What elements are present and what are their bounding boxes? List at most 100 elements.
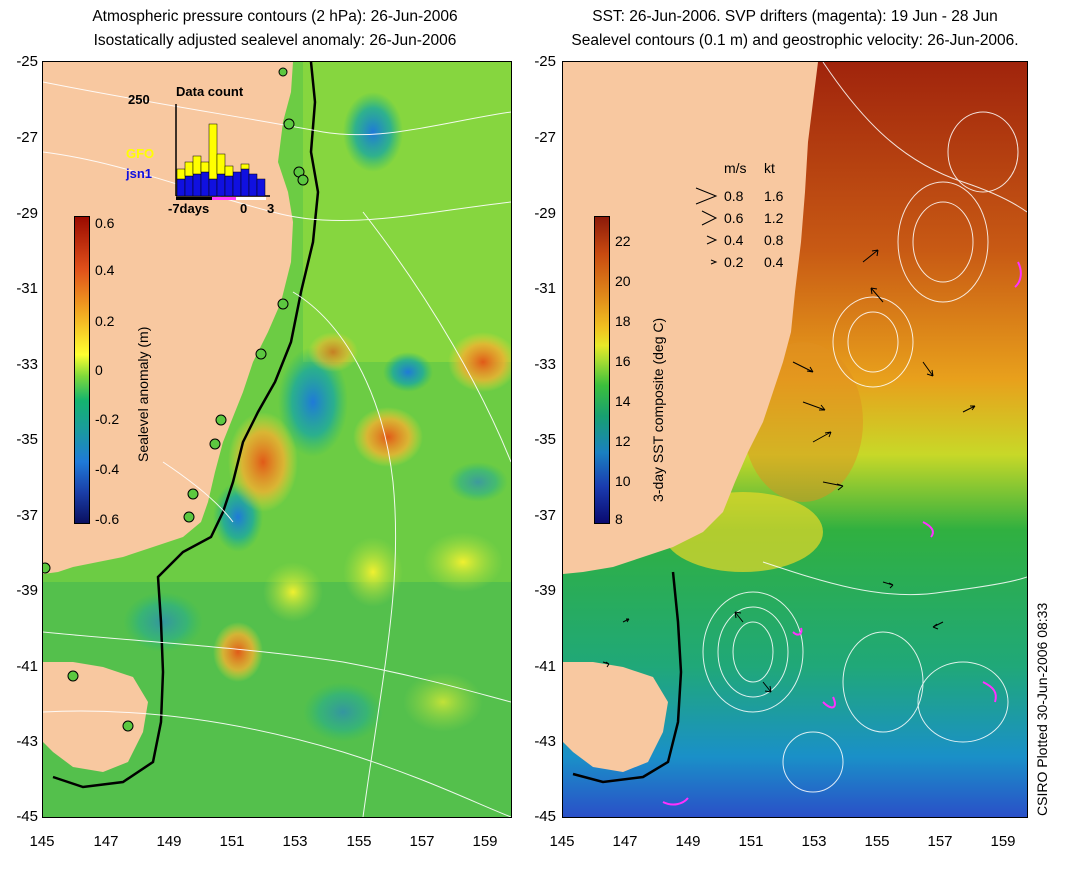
y-tick-label: -33 [534, 356, 556, 373]
anomaly-low [343, 92, 403, 172]
anomaly-high [213, 622, 263, 682]
velocity-legend-kt: 0.8 [764, 232, 784, 248]
sealevel-cbar-tick: 0.2 [95, 313, 115, 329]
tasmania [43, 662, 148, 772]
x-tick-label: 149 [156, 833, 182, 850]
sst-cbar-tick: 14 [615, 393, 631, 409]
x-tick-label: 153 [282, 833, 308, 850]
inset-x-start: -7days [168, 201, 210, 216]
y-tick-label: -41 [534, 658, 556, 675]
sst-cbar-tick: 10 [615, 473, 631, 489]
sst-cbar-tick: 8 [615, 511, 623, 527]
velocity-legend-kt: 1.6 [764, 188, 784, 204]
inset-x-zero: 0 [240, 201, 248, 216]
plot-credit: CSIRO Plotted 30-Jun-2006 08:33 [1034, 602, 1050, 816]
y-tick-label: -45 [534, 808, 556, 825]
y-tick-label: -31 [534, 280, 556, 297]
x-tick-label: 153 [801, 833, 827, 850]
pressure-contours [43, 81, 511, 817]
sst-cbar-tick: 12 [615, 433, 631, 449]
velocity-legend-header-ms: m/s [724, 160, 747, 176]
sst-cbar-tick: 18 [615, 313, 631, 329]
y-tick-label: -37 [534, 507, 556, 524]
left-title-line1: Atmospheric pressure contours (2 hPa): 2… [92, 8, 458, 25]
sst-map [562, 61, 1028, 818]
right-title-line1: SST: 26-Jun-2006. SVP drifters (magenta)… [592, 8, 998, 25]
x-tick-label: 145 [549, 833, 575, 850]
sst-cbar-tick: 16 [615, 353, 631, 369]
y-tick-label: -41 [16, 658, 38, 675]
y-tick-label: -33 [16, 356, 38, 373]
x-tick-label: 155 [346, 833, 372, 850]
right-title-line2: Sealevel contours (0.1 m) and geostrophi… [571, 32, 1019, 49]
y-tick-label: -35 [534, 431, 556, 448]
y-tick-label: -27 [534, 129, 556, 146]
y-tick-label: -27 [16, 129, 38, 146]
x-tick-label: 147 [93, 833, 119, 850]
x-tick-label: 151 [219, 833, 245, 850]
y-tick-label: -29 [16, 205, 38, 222]
y-tick-label: -29 [534, 205, 556, 222]
svp-drifters [662, 261, 1022, 806]
x-tick-label: 159 [472, 833, 498, 850]
sst-cbar-tick: 22 [615, 233, 631, 249]
y-tick-label: -25 [534, 53, 556, 70]
sealevel-cbar-tick: 0.6 [95, 215, 115, 231]
sst-cbar-label: 3-day SST composite (deg C) [650, 317, 666, 502]
y-tick-label: -43 [16, 733, 38, 750]
sealevel-contours [702, 62, 1027, 793]
x-tick-label: 145 [29, 833, 55, 850]
velocity-legend: m/s kt 0.8 1.6 0.6 1.2 0.4 0.8 0.2 0.4 [690, 160, 800, 275]
velocity-legend-kt: 0.4 [764, 254, 784, 270]
sealevel-colorbar [74, 216, 90, 524]
sst-colorbar [594, 216, 610, 524]
shelf-edge [52, 62, 320, 789]
tide-gauges [43, 67, 309, 732]
y-tick-label: -35 [16, 431, 38, 448]
sealevel-cbar-tick: -0.4 [95, 461, 120, 477]
inset-title: Data count [176, 84, 244, 99]
y-tick-label: -39 [16, 582, 38, 599]
x-tick-label: 155 [864, 833, 890, 850]
x-tick-label: 151 [738, 833, 764, 850]
inset-histogram [175, 104, 270, 200]
shelf-edge [572, 571, 683, 784]
y-tick-label: -45 [16, 808, 38, 825]
sealevel-cbar-tick: 0.4 [95, 262, 115, 278]
inset-jsn1-label: jsn1 [126, 166, 153, 181]
anomaly-high [353, 407, 423, 467]
x-tick-label: 157 [927, 833, 953, 850]
velocity-legend-ms: 0.2 [724, 254, 744, 270]
left-title-line2: Isostatically adjusted sealevel anomaly:… [93, 32, 457, 49]
inset-ymax: 250 [128, 92, 150, 107]
sst-cbar-tick: 20 [615, 273, 631, 289]
inset-x-end: 3 [267, 201, 275, 216]
data-count-inset: Data count 250 GFO jsn1 [120, 84, 280, 219]
x-tick-label: 147 [612, 833, 638, 850]
y-tick-label: -37 [16, 507, 38, 524]
y-tick-label: -39 [534, 582, 556, 599]
x-tick-label: 149 [675, 833, 701, 850]
sealevel-cbar-label: Sealevel anomaly (m) [135, 326, 151, 462]
y-tick-label: -43 [534, 733, 556, 750]
sealevel-cbar-tick: -0.6 [95, 511, 120, 527]
velocity-legend-ms: 0.4 [724, 232, 744, 248]
x-tick-label: 159 [990, 833, 1016, 850]
velocity-legend-arrows [695, 187, 718, 265]
sealevel-cbar-tick: -0.2 [95, 411, 120, 427]
velocity-legend-ms: 0.8 [724, 188, 744, 204]
sst-map-svg [563, 62, 1027, 817]
velocity-legend-ms: 0.6 [724, 210, 744, 226]
x-tick-label: 157 [409, 833, 435, 850]
anomaly-low [383, 352, 433, 392]
australia-mainland [563, 62, 818, 574]
velocity-legend-kt: 1.2 [764, 210, 784, 226]
velocity-arrows [602, 249, 976, 693]
y-tick-label: -25 [16, 53, 38, 70]
inset-gfo-label: GFO [126, 146, 155, 161]
tasmania [563, 662, 668, 772]
velocity-legend-header-kt: kt [764, 160, 775, 176]
anomaly-high [448, 332, 511, 392]
sealevel-cbar-tick: 0 [95, 362, 103, 378]
anomaly-low [278, 347, 348, 457]
